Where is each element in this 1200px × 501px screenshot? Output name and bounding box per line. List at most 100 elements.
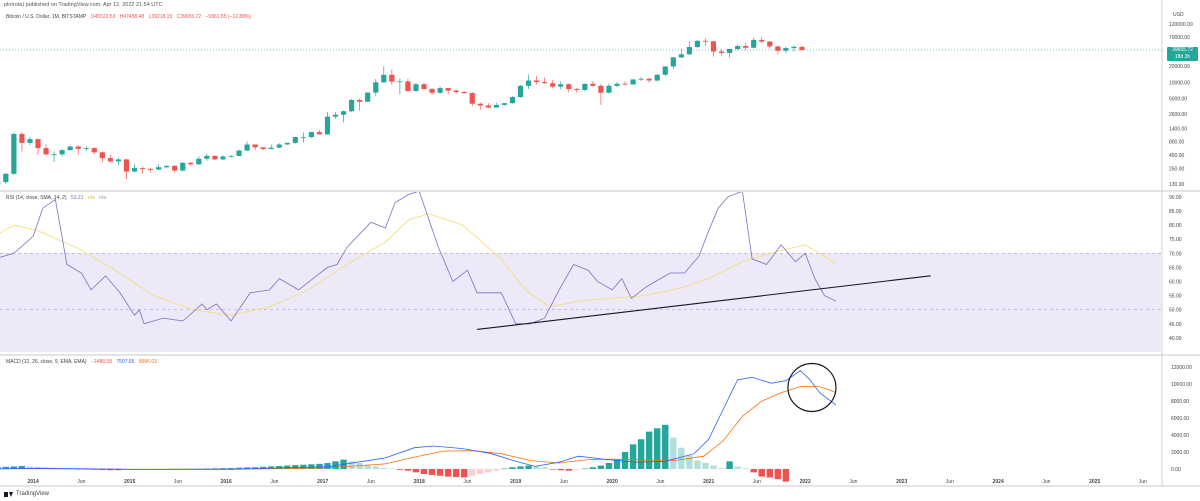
- macd-histogram-bar: [726, 461, 733, 469]
- price-tick-label: 450.00: [1169, 153, 1185, 159]
- time-tick-label: 2024: [993, 479, 1004, 485]
- macd-histogram-bar: [316, 463, 323, 469]
- price-candle: [147, 167, 154, 173]
- macd-histogram-bar: [211, 468, 219, 469]
- candle-body: [180, 162, 186, 171]
- candle-body: [694, 40, 701, 48]
- macd-cross-annotation: [787, 362, 837, 413]
- price-tick-label: 1400.00: [1169, 126, 1187, 132]
- price-candle: [598, 84, 604, 105]
- candle-body: [107, 158, 113, 162]
- candle-body: [582, 83, 588, 90]
- macd-histogram-bar: [276, 465, 283, 469]
- rsi-value: 53.21: [70, 195, 84, 201]
- low-value: L39218.15: [148, 14, 173, 20]
- candle-body: [743, 46, 749, 48]
- price-candle: [139, 166, 146, 174]
- macd-histogram-bar: [26, 466, 34, 469]
- candle-body: [316, 132, 323, 135]
- price-candle: [332, 112, 339, 119]
- macd-histogram-bar: [694, 460, 701, 469]
- macd-histogram-bar: [493, 468, 500, 471]
- macd-histogram-bar: [541, 467, 548, 469]
- last-price-tag: 39655.72 18d 3h: [1167, 47, 1198, 61]
- macd-histogram-bar: [501, 468, 508, 470]
- publish-header: plotrota) published on TradingView.com, …: [4, 2, 163, 8]
- candle-body: [566, 84, 572, 90]
- price-candle: [172, 165, 178, 173]
- macd-histogram-bar: [284, 465, 291, 469]
- price-candle: [614, 82, 620, 88]
- price-candle: [373, 79, 379, 97]
- macd-histogram-bar: [750, 468, 757, 473]
- candle-body: [91, 148, 97, 153]
- rsi-ma-line: [0, 213, 837, 316]
- macd-histogram-bar: [573, 468, 580, 470]
- price-candle: [702, 38, 709, 47]
- price-candle: [276, 143, 282, 149]
- candle-body: [172, 165, 178, 171]
- macd-histogram-bar: [300, 464, 307, 469]
- price-candle: [236, 149, 242, 157]
- candle-body: [244, 144, 250, 151]
- price-candle: [292, 136, 298, 144]
- candle-body: [268, 147, 274, 150]
- candle-body: [558, 84, 564, 87]
- price-candle: [429, 88, 435, 96]
- macd-histogram-bar: [469, 468, 476, 476]
- rsi-legend: RSI (14, close, SMA, 14, 2) 53.21 n/a n/…: [6, 195, 109, 201]
- price-candle: [743, 43, 749, 50]
- candle-body: [357, 99, 363, 102]
- candle-body: [67, 146, 73, 151]
- candle-body: [276, 144, 282, 148]
- macd-histogram-bar: [227, 467, 235, 469]
- price-candle: [220, 155, 226, 161]
- price-candle: [582, 83, 588, 92]
- price-candle: [445, 88, 451, 95]
- time-tick-label: 2021: [703, 479, 714, 485]
- price-candle: [791, 45, 797, 52]
- price-candle: [718, 49, 725, 56]
- macd-histogram-bar: [734, 466, 741, 469]
- price-candle: [670, 57, 676, 70]
- rsi-tick-label: 75.00: [1169, 237, 1182, 243]
- candle-body: [445, 88, 451, 91]
- price-candle: [365, 92, 371, 103]
- price-candle: [99, 151, 105, 163]
- macd-histogram-bar: [774, 468, 782, 480]
- macd-title: MACD (12, 26, close, 9, EMA, EMA): [6, 359, 87, 365]
- candle-body: [212, 155, 218, 160]
- last-price: 39655.72: [1172, 47, 1193, 53]
- candle-body: [365, 92, 371, 102]
- price-candle: [67, 145, 73, 151]
- candle-body: [710, 41, 717, 52]
- symbol-label: Bitcoin / U.S. Dollar, 1M, BITSTAMP: [6, 14, 87, 20]
- price-candle: [59, 148, 65, 157]
- candle-body: [751, 39, 757, 48]
- candle-body: [525, 80, 532, 86]
- price-tick-label: 70000.00: [1169, 35, 1190, 41]
- macd-histogram-bar: [372, 466, 379, 469]
- price-candle: [349, 98, 355, 113]
- candle-body: [332, 114, 339, 117]
- candle-body: [501, 103, 508, 105]
- time-tick-label: Jun: [946, 479, 954, 485]
- price-candle: [662, 66, 668, 76]
- candle-body: [228, 155, 234, 157]
- time-tick-label: 2022: [800, 479, 811, 485]
- price-candle: [260, 147, 266, 151]
- rsi-tick-label: 85.00: [1169, 209, 1182, 215]
- price-candle: [509, 95, 516, 104]
- time-tick-label: Jun: [463, 479, 471, 485]
- open-value: O45522.53: [90, 14, 116, 20]
- candle-body: [485, 105, 491, 108]
- macd-histogram-bar: [670, 437, 677, 469]
- macd-histogram-bar: [758, 468, 765, 477]
- price-candle: [91, 147, 97, 155]
- price-candle: [606, 83, 612, 94]
- price-candle: [164, 165, 170, 169]
- rsi-tick-label: 40.00: [1169, 336, 1182, 342]
- candle-body: [638, 78, 644, 80]
- time-tick-label: 2017: [317, 479, 328, 485]
